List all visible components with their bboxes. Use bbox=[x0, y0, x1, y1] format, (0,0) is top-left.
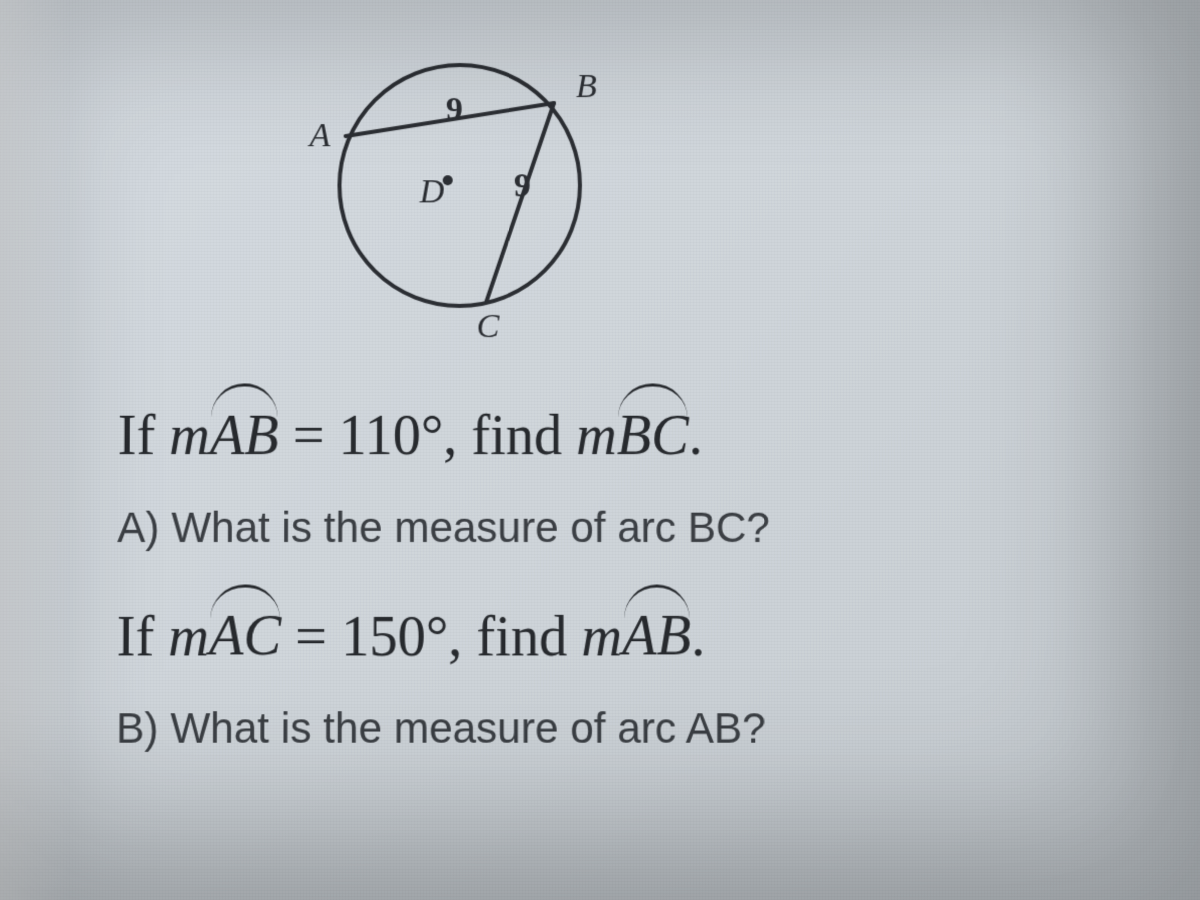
eq2-suffix: . bbox=[691, 605, 705, 668]
label-c: C bbox=[477, 308, 500, 345]
question-b: B) What is the measure of arc AB? bbox=[116, 704, 1144, 753]
eq1-m: m bbox=[169, 404, 210, 467]
eq2-m: m bbox=[168, 605, 209, 668]
eq1-suffix: . bbox=[689, 404, 703, 467]
eq2-prefix: If bbox=[117, 605, 169, 668]
eq1-arc-bc: BC bbox=[617, 392, 689, 473]
chord-label-9a: 9 bbox=[446, 91, 463, 128]
question-a: A) What is the measure of arc BC? bbox=[117, 503, 1143, 552]
eq1-arc-ab: AB bbox=[210, 392, 279, 473]
label-a: A bbox=[308, 117, 331, 154]
label-b: B bbox=[576, 68, 597, 105]
eq1-mid: = 110°, find bbox=[279, 404, 577, 467]
chord-label-9b: 9 bbox=[514, 167, 531, 204]
eq2-arc-ab: AB bbox=[622, 592, 691, 674]
label-d: D bbox=[419, 173, 445, 210]
circle-diagram: A B C D 9 9 bbox=[239, 10, 681, 351]
eq2-m2: m bbox=[581, 605, 622, 668]
equation-line-1: If mAB = 110°, find mBC. bbox=[118, 392, 1143, 473]
eq1-prefix: If bbox=[118, 404, 170, 467]
eq2-mid: = 150°, find bbox=[281, 605, 581, 668]
eq2-arc-ac: AC bbox=[209, 592, 281, 674]
diagram-container: A B C D 9 9 bbox=[118, 10, 1200, 351]
worksheet-page: A B C D 9 9 If mAB = 110°, find mBC. A) … bbox=[0, 0, 1200, 753]
eq1-m2: m bbox=[576, 404, 617, 467]
equation-line-2: If mAC = 150°, find mAB. bbox=[116, 592, 1144, 674]
